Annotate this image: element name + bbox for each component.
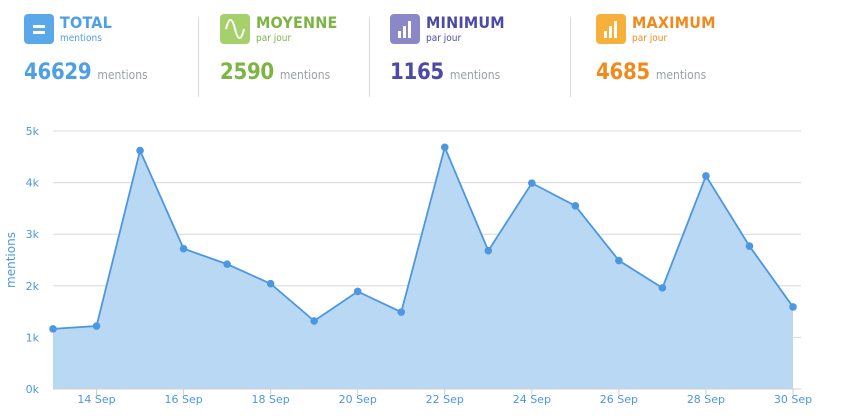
data-point (266, 279, 275, 288)
equals-icon (24, 14, 54, 44)
stat-title: MINIMUM (426, 13, 505, 32)
x-tick-label: 30 Sep (774, 393, 812, 406)
bars-icon (596, 14, 626, 44)
stat-subtitle: par jour (426, 33, 462, 44)
y-tick-label: 2k (26, 280, 40, 293)
stat-subtitle: mentions (60, 33, 102, 44)
series-area (53, 147, 793, 389)
y-tick-label: 3k (26, 228, 40, 241)
data-point (571, 202, 580, 210)
stat-subtitle: par jour (632, 33, 668, 44)
stat-unit: mentions (449, 68, 501, 82)
y-tick-label: 1k (26, 331, 40, 344)
x-tick-label: 28 Sep (687, 393, 725, 406)
data-point (745, 242, 754, 250)
stat-value: 4685 (596, 60, 650, 85)
data-point (484, 246, 493, 255)
data-point (310, 317, 318, 325)
x-tick-label: 16 Sep (164, 393, 202, 406)
mentions-chart: 0k 1k 2k 3k 4k 5k mentions 14 Sep 16 Sep 18 Sep 20… (4, 125, 812, 406)
data-point (179, 244, 188, 253)
x-tick-label: 26 Sep (600, 393, 638, 406)
stat-title: MOYENNE (256, 13, 338, 32)
bars-icon (390, 14, 420, 44)
data-point (440, 143, 449, 152)
divider (369, 17, 370, 97)
series-line (52, 144, 794, 330)
x-tick-label: 24 Sep (513, 393, 551, 406)
stat-value: 1165 (390, 60, 444, 85)
data-point (702, 172, 710, 180)
stat-subtitle: par jour (256, 33, 292, 44)
x-tick-label: 14 Sep (77, 393, 115, 406)
data-point (223, 260, 231, 268)
stat-unit: mentions (279, 68, 331, 82)
y-tick-label: 0k (26, 383, 40, 396)
x-tick-label: 20 Sep (339, 393, 377, 406)
stat-value: 46629 (24, 60, 92, 85)
divider (570, 17, 571, 97)
data-point (658, 284, 667, 292)
divider (198, 17, 199, 97)
data-point (615, 256, 623, 265)
data-point (136, 146, 144, 155)
x-tick-label: 18 Sep (252, 393, 290, 406)
stat-unit: mentions (97, 68, 148, 82)
stat-unit: mentions (655, 68, 707, 82)
y-tick-label: 4k (26, 177, 40, 190)
data-point (397, 308, 406, 316)
stat-title: MAXIMUM (632, 13, 716, 32)
data-point (92, 322, 101, 330)
data-point (49, 325, 57, 333)
data-point (353, 287, 362, 296)
data-point (528, 179, 536, 187)
stat-value: 2590 (220, 60, 274, 85)
x-tick-label: 22 Sep (426, 393, 464, 406)
wave-icon (220, 14, 250, 44)
data-point (789, 303, 797, 311)
stat-title: TOTAL (60, 13, 112, 32)
y-axis-title: mentions (4, 232, 18, 288)
y-tick-label: 5k (26, 125, 40, 138)
